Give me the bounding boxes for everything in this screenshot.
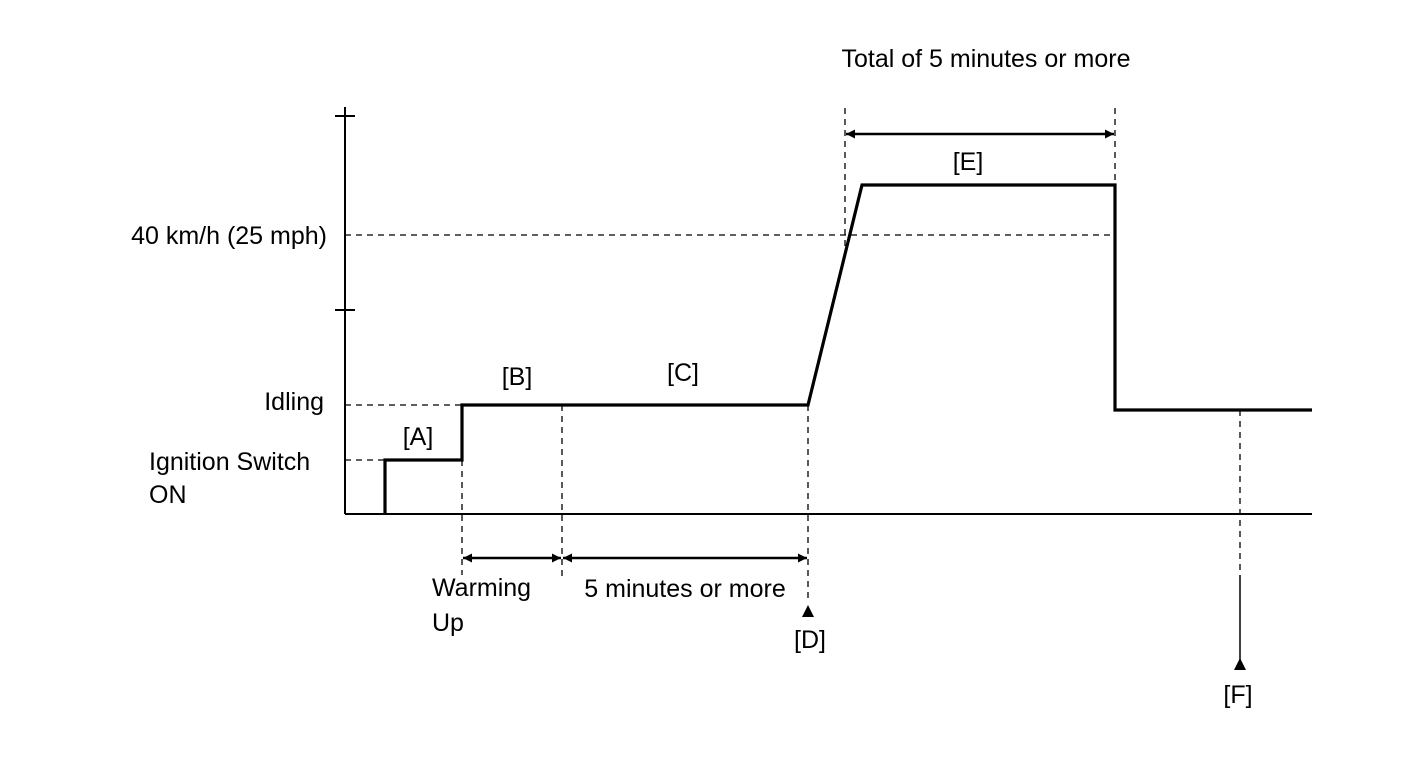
point-d-marker-icon [802,605,814,617]
ignition-on-label: ON [149,481,187,509]
labels: Total of 5 minutes or more 40 km/h (25 m… [131,45,1253,709]
total-duration-label: Total of 5 minutes or more [841,45,1130,73]
phase-a-label: [A] [403,423,434,451]
phase-d-label: [D] [794,626,826,654]
speed-threshold-label: 40 km/h (25 mph) [131,222,327,250]
duration-arrows [463,129,1114,563]
point-markers [802,575,1246,670]
ignition-switch-label: Ignition Switch [149,448,310,476]
phase-f-label: [F] [1223,681,1252,709]
speed-profile-line [383,183,1312,514]
five-minutes-label: 5 minutes or more [584,575,785,603]
phase-e-label: [E] [953,148,984,176]
point-f-marker-icon [1234,658,1246,670]
phase-b-label: [B] [502,363,533,391]
warming-label: Warming [432,574,531,602]
idling-label: Idling [264,388,324,416]
axes [335,107,1312,515]
up-label: Up [432,609,464,637]
phase-c-label: [C] [667,359,699,387]
reference-lines [345,108,1241,603]
